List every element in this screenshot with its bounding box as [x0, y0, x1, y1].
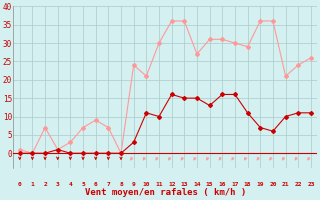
X-axis label: Vent moyen/en rafales ( km/h ): Vent moyen/en rafales ( km/h ) [85, 188, 246, 197]
